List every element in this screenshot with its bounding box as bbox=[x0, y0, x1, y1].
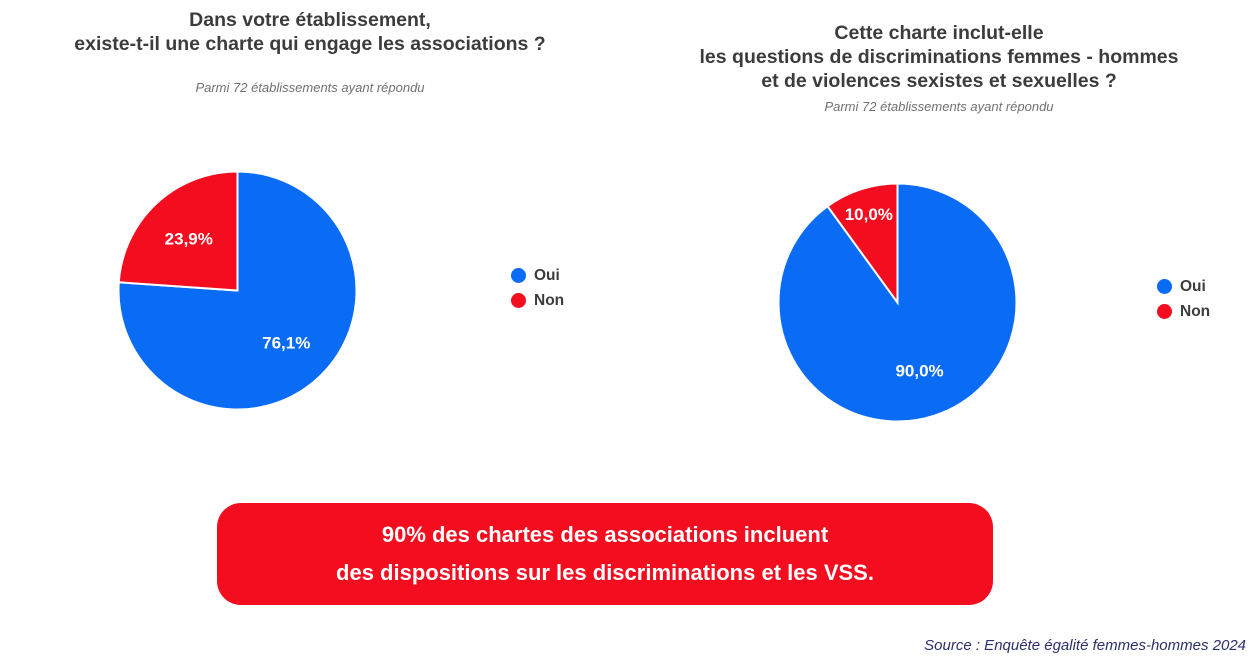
pie-slice-non bbox=[826, 182, 899, 306]
legend-swatch bbox=[1157, 304, 1172, 319]
chart-legend: Oui Non bbox=[511, 263, 564, 313]
chart-title-line: et de violences sexistes et sexuelles ? bbox=[761, 70, 1117, 92]
data-label: 10,0% bbox=[845, 205, 893, 224]
legend-label: Oui bbox=[1180, 277, 1206, 295]
chart-panel-right: Cette charte inclut-elle les questions d… bbox=[620, 0, 1258, 460]
chart-subtitle: Parmi 72 établissements ayant répondu bbox=[195, 80, 425, 95]
chart-title: Cette charte inclut-elle les questions d… bbox=[620, 21, 1258, 93]
pie-slice-non bbox=[117, 170, 239, 292]
chart-title-line: existe-t-il une charte qui engage les as… bbox=[74, 33, 546, 55]
legend-label: Non bbox=[1180, 302, 1211, 320]
legend-item-non: Non bbox=[511, 288, 564, 313]
banner-line: des dispositions sur les discriminations… bbox=[336, 560, 874, 585]
data-label: 90,0% bbox=[895, 361, 943, 380]
legend-item-oui: Oui bbox=[511, 263, 564, 288]
data-label: 76,1% bbox=[262, 334, 310, 353]
chart-title-line: Cette charte inclut-elle bbox=[834, 22, 1044, 44]
legend-swatch bbox=[511, 293, 526, 308]
legend-swatch bbox=[511, 268, 526, 283]
chart-subtitle: Parmi 72 établissements ayant répondu bbox=[824, 99, 1054, 114]
legend-item-oui: Oui bbox=[1157, 274, 1210, 299]
chart-panel-left: Dans votre établissement, existe-t-il un… bbox=[0, 0, 620, 460]
data-label: 23,9% bbox=[165, 229, 213, 248]
pie-slice-oui bbox=[117, 170, 358, 411]
chart-title: Dans votre établissement, existe-t-il un… bbox=[0, 8, 620, 56]
chart-title-line: les questions de discriminations femmes … bbox=[699, 46, 1179, 68]
legend-swatch bbox=[1157, 279, 1172, 294]
legend-label: Non bbox=[534, 291, 565, 309]
banner-line: 90% des chartes des associations incluen… bbox=[381, 522, 829, 547]
legend-label: Oui bbox=[534, 266, 560, 284]
source-note: Source : Enquête égalité femmes-hommes 2… bbox=[924, 637, 1246, 654]
pie-chart: 76,1% 23,9% bbox=[117, 170, 358, 411]
chart-legend: Oui Non bbox=[1157, 274, 1210, 324]
pie-chart: 90,0% 10,0% bbox=[777, 182, 1018, 423]
legend-item-non: Non bbox=[1157, 299, 1210, 324]
chart-title-line: Dans votre établissement, bbox=[189, 9, 431, 31]
highlight-banner: 90% des chartes des associations incluen… bbox=[217, 503, 993, 605]
